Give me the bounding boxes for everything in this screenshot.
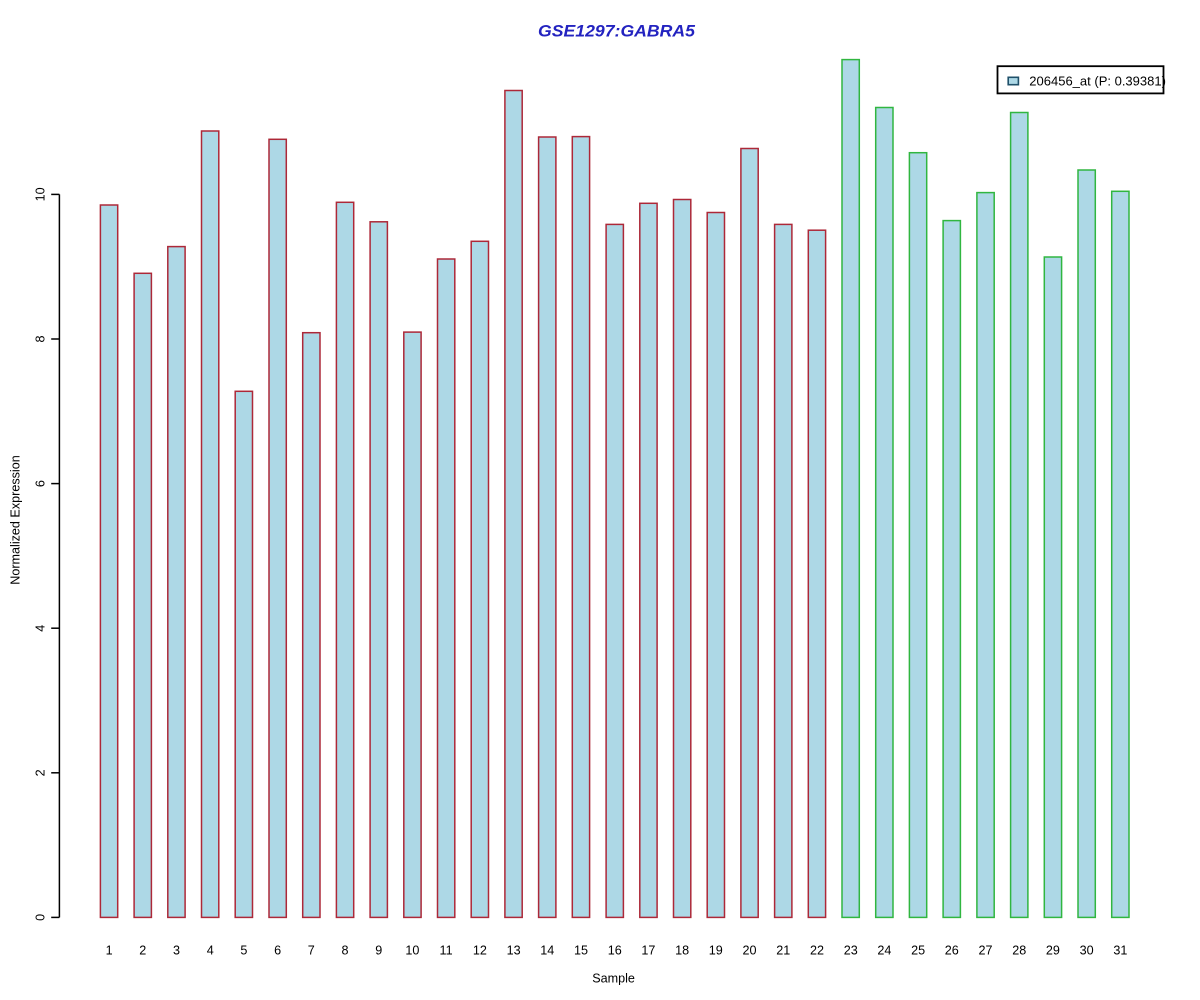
svg-text:5: 5 (240, 943, 247, 957)
svg-text:1: 1 (106, 943, 113, 957)
svg-text:9: 9 (375, 943, 382, 957)
svg-text:14: 14 (540, 943, 554, 957)
svg-text:15: 15 (574, 943, 588, 957)
svg-text:206456_at (P: 0.39381): 206456_at (P: 0.39381) (1029, 73, 1166, 88)
svg-text:29: 29 (1046, 943, 1060, 957)
svg-text:25: 25 (911, 943, 925, 957)
svg-text:Normalized Expression: Normalized Expression (9, 455, 23, 585)
svg-text:16: 16 (608, 943, 622, 957)
svg-text:7: 7 (308, 943, 315, 957)
svg-text:20: 20 (742, 943, 756, 957)
svg-text:6: 6 (274, 943, 281, 957)
svg-text:23: 23 (844, 943, 858, 957)
svg-text:4: 4 (207, 943, 214, 957)
svg-text:0: 0 (34, 914, 48, 921)
svg-text:8: 8 (341, 943, 348, 957)
svg-text:13: 13 (507, 943, 521, 957)
svg-text:30: 30 (1080, 943, 1094, 957)
svg-text:18: 18 (675, 943, 689, 957)
svg-text:19: 19 (709, 943, 723, 957)
svg-text:8: 8 (34, 335, 48, 342)
svg-text:24: 24 (877, 943, 891, 957)
svg-text:21: 21 (776, 943, 790, 957)
svg-text:31: 31 (1113, 943, 1127, 957)
svg-text:11: 11 (440, 943, 453, 957)
svg-text:2: 2 (34, 769, 48, 776)
svg-text:3: 3 (173, 943, 180, 957)
svg-text:2: 2 (139, 943, 146, 957)
svg-text:12: 12 (473, 943, 487, 957)
svg-text:26: 26 (945, 943, 959, 957)
svg-text:27: 27 (978, 943, 992, 957)
svg-text:28: 28 (1012, 943, 1026, 957)
svg-text:6: 6 (34, 480, 48, 487)
svg-text:4: 4 (34, 625, 48, 632)
svg-text:17: 17 (641, 943, 655, 957)
svg-text:10: 10 (405, 943, 419, 957)
svg-text:22: 22 (810, 943, 824, 957)
svg-text:10: 10 (34, 187, 48, 201)
svg-text:Sample: Sample (592, 972, 635, 986)
svg-text:GSE1297:GABRA5: GSE1297:GABRA5 (538, 22, 696, 41)
